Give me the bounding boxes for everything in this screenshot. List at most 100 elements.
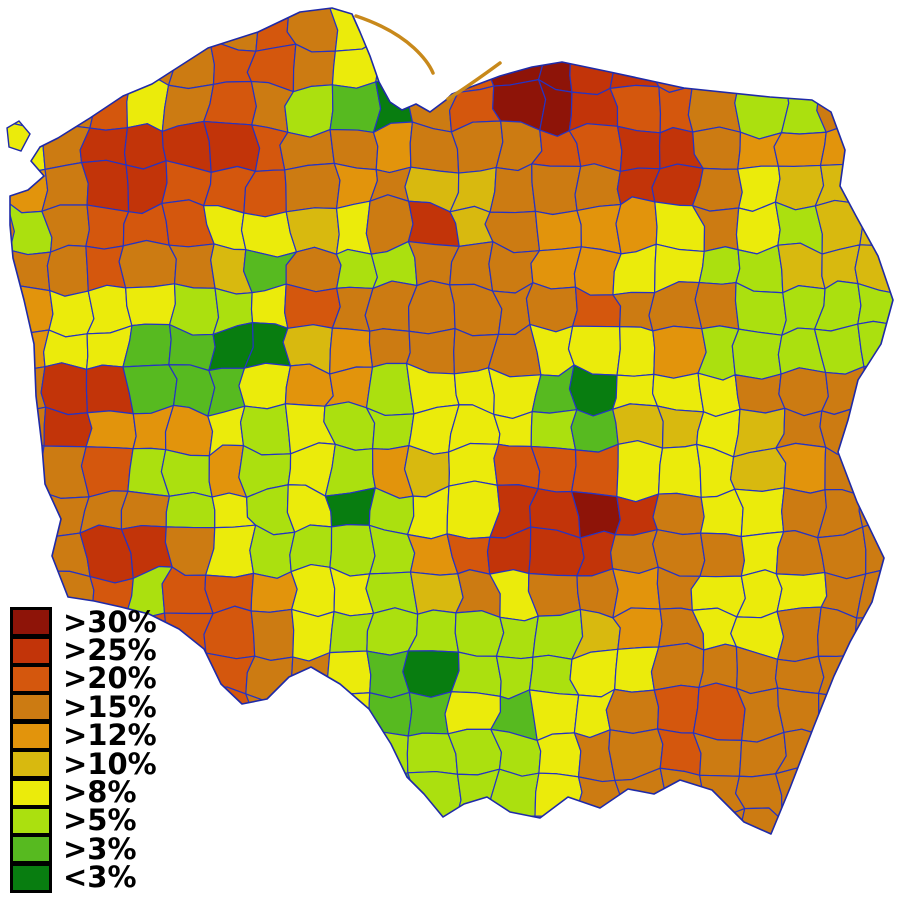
map-region[interactable]: [0, 442, 45, 494]
map-region[interactable]: [618, 3, 661, 49]
map-region[interactable]: [286, 769, 337, 811]
map-region[interactable]: [446, 480, 501, 540]
map-region[interactable]: [691, 37, 749, 87]
map-region[interactable]: [650, 642, 705, 691]
map-region[interactable]: [819, 46, 868, 91]
map-region[interactable]: [40, 42, 92, 91]
map-region[interactable]: [698, 246, 741, 285]
map-region[interactable]: [657, 443, 702, 498]
map-region[interactable]: [574, 163, 622, 212]
map-region[interactable]: [525, 282, 578, 333]
map-region[interactable]: [854, 130, 902, 173]
map-region[interactable]: [407, 770, 462, 821]
map-region[interactable]: [652, 492, 705, 536]
map-region[interactable]: [570, 1, 623, 49]
map-region[interactable]: [123, 123, 167, 170]
map-region[interactable]: [652, 0, 700, 52]
map-region[interactable]: [407, 280, 456, 335]
map-region[interactable]: [203, 733, 256, 779]
map-region[interactable]: [773, 131, 827, 168]
map-region[interactable]: [165, 8, 211, 49]
map-region[interactable]: [530, 246, 582, 290]
map-region[interactable]: [85, 204, 130, 250]
map-region[interactable]: [253, 769, 293, 812]
map-region[interactable]: [372, 121, 414, 174]
map-region[interactable]: [536, 732, 582, 778]
map-region[interactable]: [858, 493, 902, 528]
map-region[interactable]: [290, 563, 336, 618]
map-region[interactable]: [605, 688, 660, 734]
map-region[interactable]: [40, 362, 89, 416]
map-region[interactable]: [775, 571, 828, 613]
map-region[interactable]: [485, 39, 547, 87]
map-region[interactable]: [573, 729, 616, 783]
map-region[interactable]: [207, 0, 260, 52]
map-region[interactable]: [855, 39, 900, 91]
map-region[interactable]: [775, 766, 826, 821]
map-region[interactable]: [736, 807, 783, 856]
map-region[interactable]: [857, 687, 902, 736]
map-region[interactable]: [610, 529, 659, 575]
map-region[interactable]: [367, 8, 419, 47]
map-region[interactable]: [489, 163, 537, 214]
map-region[interactable]: [40, 3, 92, 46]
map-region[interactable]: [85, 245, 127, 292]
map-region[interactable]: [691, 6, 746, 48]
map-region[interactable]: [239, 403, 292, 456]
map-region[interactable]: [576, 203, 622, 255]
map-region[interactable]: [0, 42, 47, 89]
map-region[interactable]: [79, 127, 129, 166]
map-region[interactable]: [85, 42, 133, 91]
map-region[interactable]: [330, 738, 378, 782]
map-region[interactable]: [534, 209, 582, 252]
map-region[interactable]: [370, 731, 409, 779]
map-region[interactable]: [46, 244, 89, 297]
map-region[interactable]: [164, 652, 207, 696]
map-region[interactable]: [530, 409, 578, 451]
map-region[interactable]: [158, 772, 213, 822]
map-region[interactable]: [450, 120, 504, 174]
map-region[interactable]: [616, 125, 661, 173]
map-region[interactable]: [692, 126, 742, 170]
map-region[interactable]: [167, 39, 216, 90]
map-region[interactable]: [165, 491, 216, 529]
map-region[interactable]: [448, 442, 500, 487]
map-region[interactable]: [571, 443, 619, 498]
map-region[interactable]: [85, 410, 137, 450]
map-region[interactable]: [118, 239, 177, 289]
map-region[interactable]: [284, 283, 341, 329]
map-region[interactable]: [409, 571, 464, 615]
map-region[interactable]: [862, 520, 902, 578]
map-region[interactable]: [283, 731, 336, 777]
map-region[interactable]: [402, 650, 460, 698]
map-region[interactable]: [857, 767, 899, 817]
map-region[interactable]: [775, 39, 824, 88]
map-region[interactable]: [570, 408, 619, 453]
map-region[interactable]: [246, 731, 289, 778]
map-region[interactable]: [821, 365, 866, 415]
map-region[interactable]: [450, 651, 502, 697]
map-region[interactable]: [856, 164, 898, 210]
map-region[interactable]: [609, 84, 662, 134]
map-region[interactable]: [86, 2, 131, 52]
map-region[interactable]: [250, 608, 295, 661]
map-region[interactable]: [534, 813, 581, 862]
map-region[interactable]: [531, 163, 582, 216]
map-region[interactable]: [854, 0, 902, 49]
map-region[interactable]: [41, 162, 89, 212]
map-region[interactable]: [850, 406, 902, 457]
map-region[interactable]: [128, 47, 176, 86]
map-region[interactable]: [734, 373, 786, 414]
map-region[interactable]: [653, 684, 700, 734]
map-region[interactable]: [206, 810, 257, 861]
map-region[interactable]: [778, 810, 826, 859]
map-region[interactable]: [329, 524, 376, 577]
map-region[interactable]: [490, 768, 540, 818]
map-region[interactable]: [168, 243, 216, 289]
map-region[interactable]: [862, 731, 902, 781]
map-region[interactable]: [365, 571, 419, 615]
map-region[interactable]: [495, 615, 539, 660]
map-region[interactable]: [368, 328, 411, 368]
map-region[interactable]: [367, 772, 417, 821]
map-region[interactable]: [731, 328, 783, 380]
